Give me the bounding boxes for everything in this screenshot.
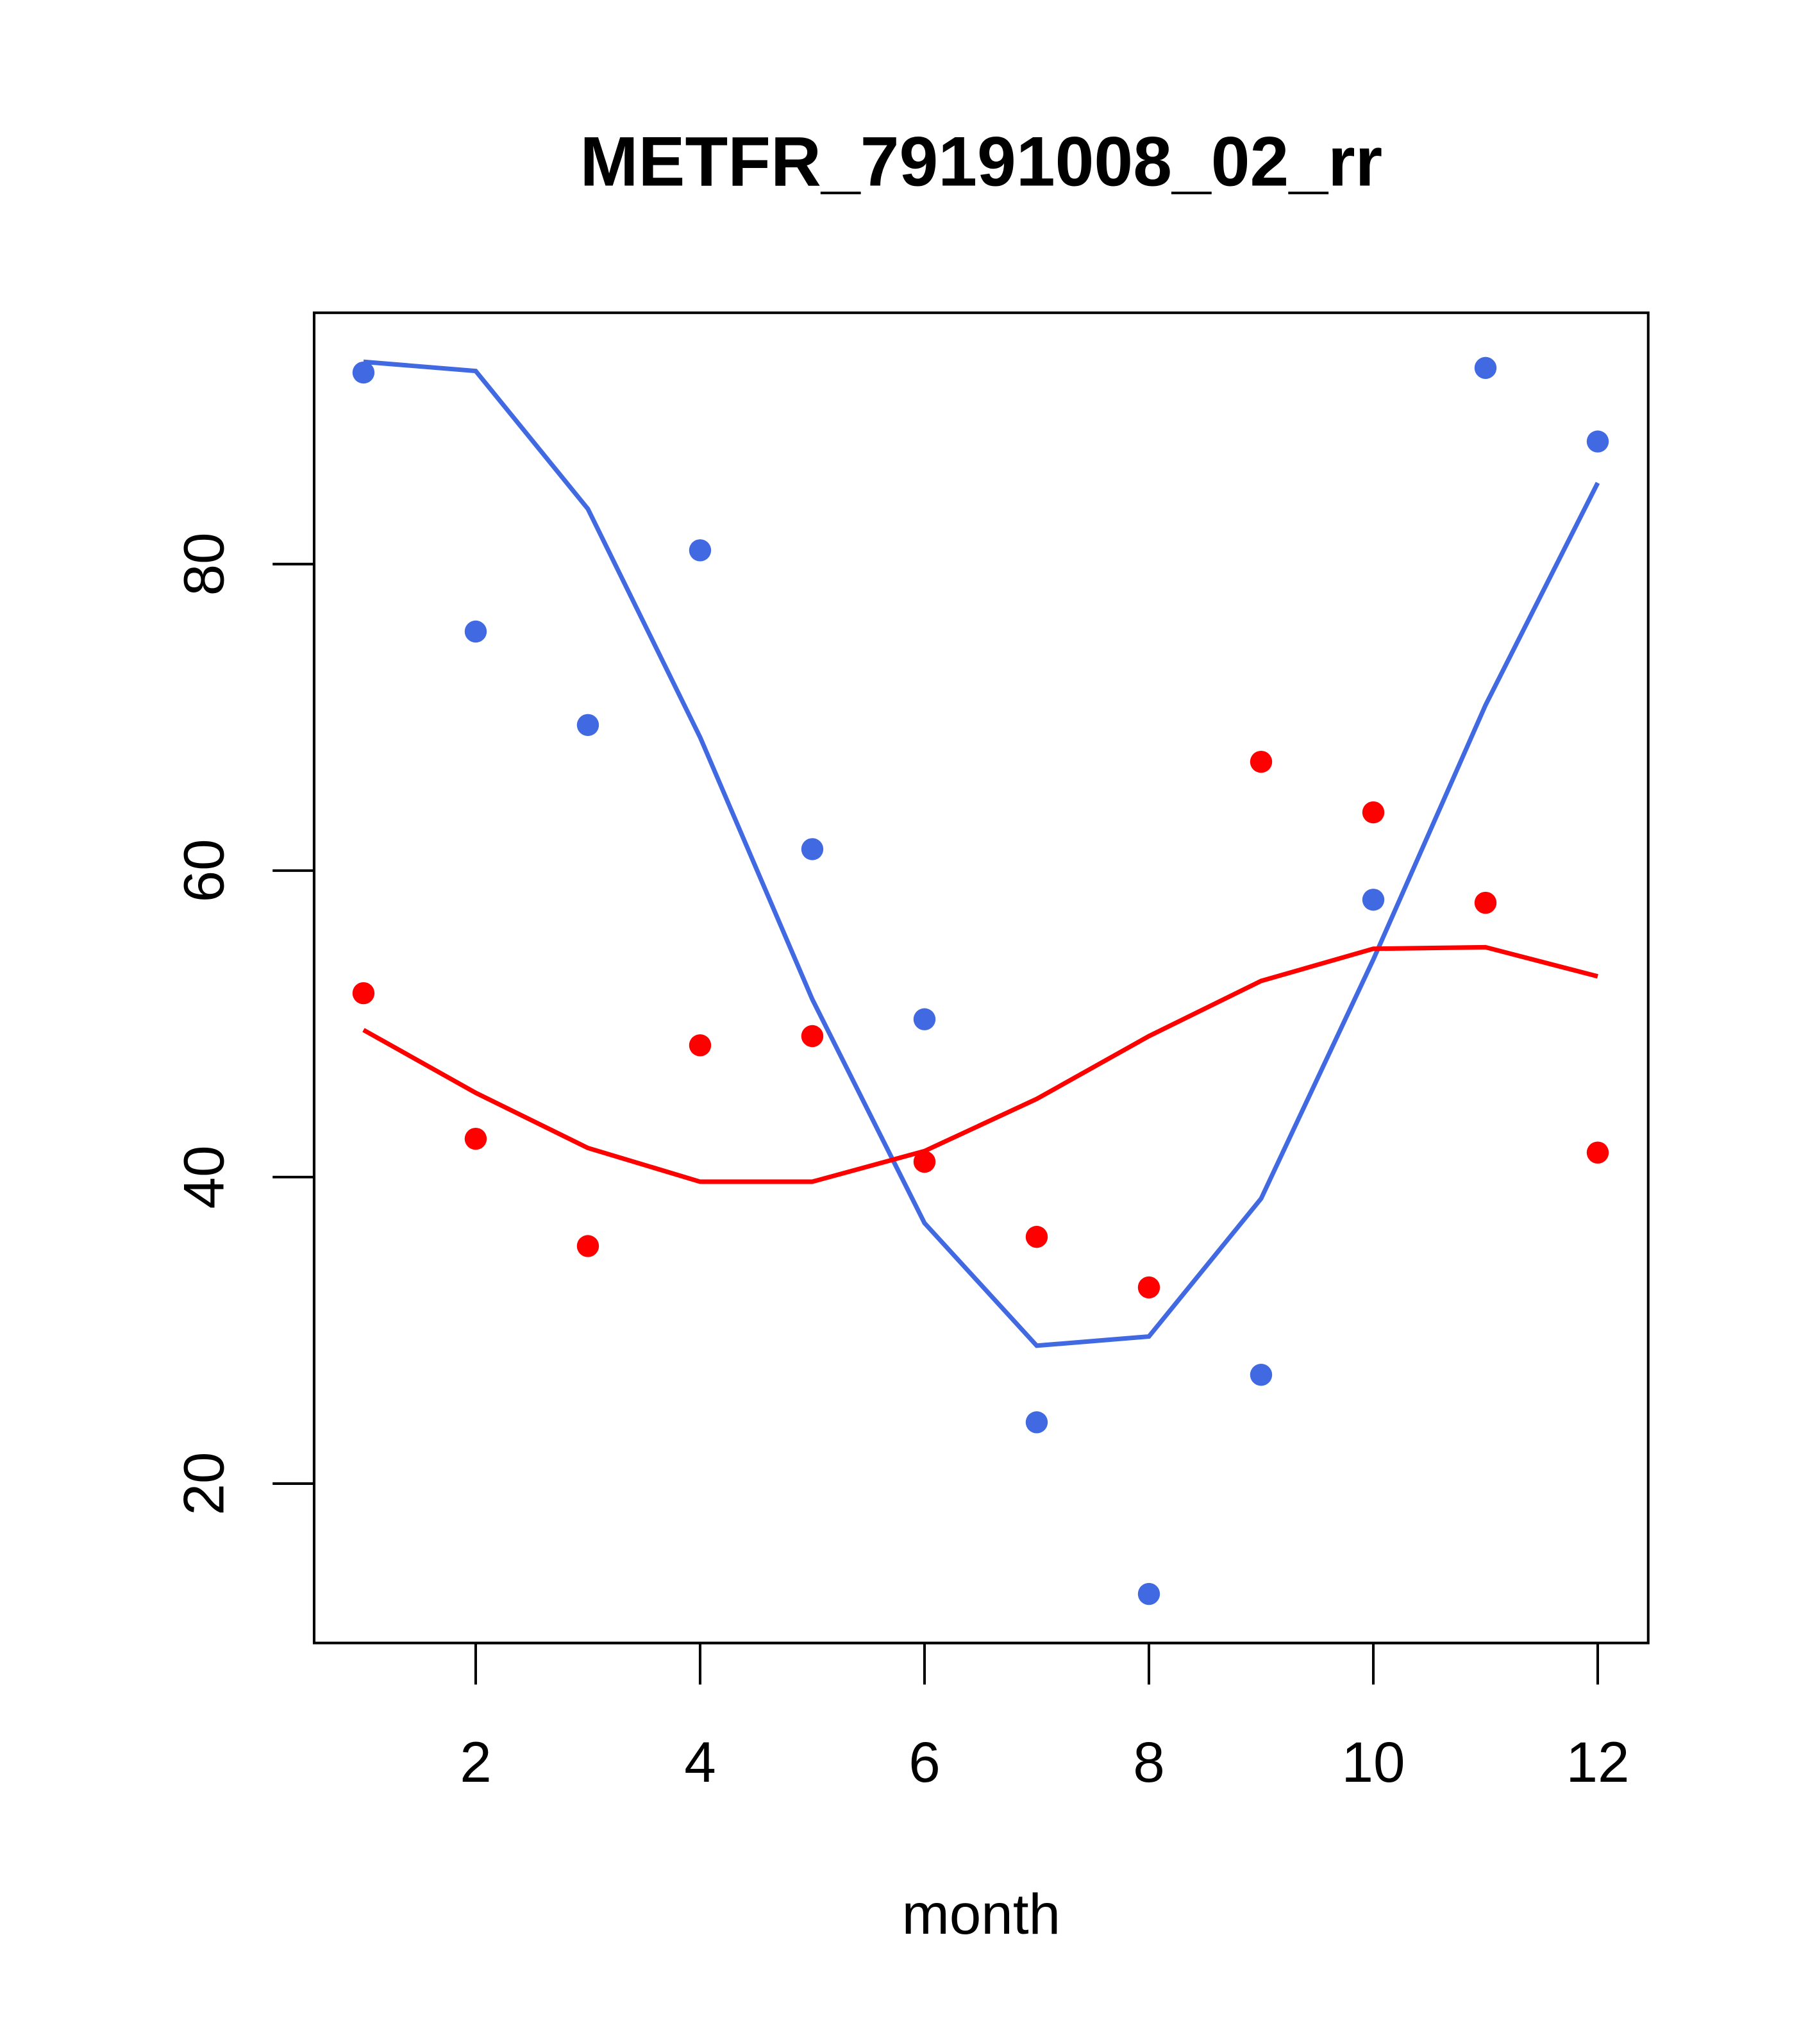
- blue-point: [1025, 1411, 1048, 1434]
- red-point: [1137, 1276, 1160, 1299]
- y-tick-label: 20: [171, 1452, 235, 1515]
- red-point: [913, 1150, 936, 1173]
- x-tick-label: 10: [1341, 1730, 1405, 1794]
- x-tick-label: 8: [1133, 1730, 1165, 1794]
- x-axis: 2 4 6 8 10 12: [460, 1641, 1630, 1794]
- red-point: [801, 1025, 824, 1048]
- blue-point: [352, 361, 375, 384]
- y-tick-label: 40: [171, 1145, 235, 1209]
- plot-frame: [312, 311, 1650, 1645]
- blue-point: [1250, 1364, 1273, 1386]
- red-point: [464, 1127, 487, 1150]
- blue-point: [464, 620, 487, 643]
- y-tick-label: 80: [171, 532, 235, 596]
- red-point: [1025, 1225, 1048, 1248]
- red-point: [576, 1235, 599, 1257]
- blue-point: [1362, 889, 1385, 911]
- y-axis: 20 40 60 80: [171, 532, 315, 1515]
- blue-point: [1474, 356, 1497, 380]
- x-tick-label: 6: [908, 1730, 941, 1794]
- blue-point: [1586, 430, 1609, 453]
- red-point: [352, 982, 375, 1005]
- red-line-series: [362, 944, 1598, 1184]
- blue-line-series: [363, 359, 1600, 1348]
- y-tick-label: 60: [171, 839, 235, 902]
- red-point: [1586, 1141, 1609, 1164]
- red-point: [689, 1034, 712, 1057]
- blue-point: [913, 1008, 936, 1030]
- x-tick-label: 12: [1566, 1730, 1629, 1794]
- red-point: [1250, 750, 1273, 773]
- blue-point: [1137, 1582, 1160, 1605]
- x-axis-label: month: [902, 1882, 1061, 1946]
- chart-title: METFR_79191008_02_rr: [580, 122, 1383, 201]
- x-tick-label: 2: [460, 1730, 492, 1794]
- blue-point: [689, 539, 712, 562]
- red-point: [1362, 801, 1385, 824]
- x-tick-label: 4: [684, 1730, 716, 1794]
- blue-point: [576, 714, 599, 736]
- series-layer: [352, 356, 1609, 1605]
- red-point: [1474, 891, 1497, 914]
- blue-point: [801, 838, 824, 860]
